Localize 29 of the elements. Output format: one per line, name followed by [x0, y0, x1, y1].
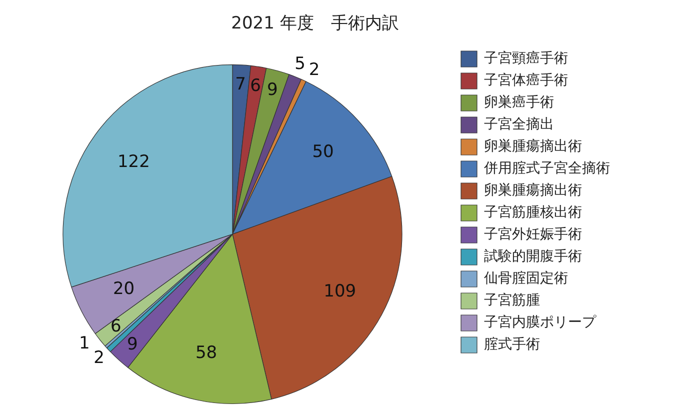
- data-label: 6: [110, 316, 122, 337]
- data-label: 20: [112, 279, 135, 300]
- data-label: 5: [294, 54, 306, 74]
- legend-label: 子宮体癌手術: [484, 72, 568, 89]
- legend-label: 仙骨腟固定術: [484, 270, 568, 287]
- data-label: 122: [117, 152, 150, 172]
- legend-label: 卵巣腫瘍摘出術: [484, 182, 582, 199]
- data-label: 9: [127, 334, 138, 354]
- data-label: 7: [235, 74, 246, 95]
- data-label: 58: [195, 342, 218, 363]
- data-label: 2: [94, 348, 104, 368]
- legend-label: 子宮筋腫核出術: [484, 204, 582, 221]
- legend-label: 子宮全摘出: [484, 116, 554, 133]
- data-label: 50: [312, 142, 334, 162]
- chart-title: 2021 年度 手術内訳: [231, 14, 399, 34]
- legend-label: 試験的開腹手術: [484, 248, 582, 265]
- data-label: 2: [308, 60, 320, 80]
- legend-label: 子宮頸癌手術: [484, 50, 568, 67]
- data-label: 1: [78, 333, 90, 354]
- data-label: 109: [324, 282, 356, 302]
- data-label: 6: [250, 76, 261, 96]
- legend-label: 子宮筋腫: [484, 292, 540, 309]
- legend-label: 卵巣癌手術: [484, 94, 554, 111]
- data-label: 9: [266, 80, 278, 100]
- legend-label: 子宮内膜ポリープ: [484, 314, 597, 331]
- legend-label: 腟式手術: [484, 336, 540, 353]
- legend-label: 併用腟式子宮全摘術: [483, 160, 610, 177]
- legend-label: 卵巣腫瘍摘出術: [484, 138, 582, 155]
- legend-label: 子宮外妊娠手術: [484, 226, 582, 243]
